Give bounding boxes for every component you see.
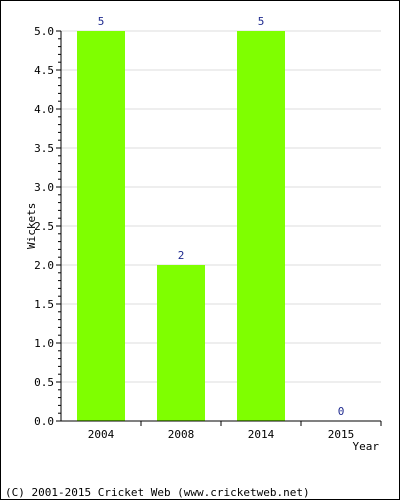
x-tick-label: 2014 xyxy=(248,428,275,441)
copyright-footer: (C) 2001-2015 Cricket Web (www.cricketwe… xyxy=(5,486,310,499)
x-tick-label: 2004 xyxy=(88,428,115,441)
y-tick-label: 5.0 xyxy=(34,25,54,38)
y-tick-label: 3.0 xyxy=(34,181,54,194)
y-tick-label: 4.0 xyxy=(34,103,54,116)
y-tick-label: 4.5 xyxy=(34,64,54,77)
x-axis-title: Year xyxy=(353,440,380,453)
y-tick-label: 0.5 xyxy=(34,376,54,389)
x-ticks: 2004 2008 2014 2015 xyxy=(88,421,382,441)
y-ticks: 0.0 0.5 1.0 1.5 2.0 2.5 3.0 3.5 4.0 4.5 5.0 xyxy=(34,25,61,428)
y-tick-label: 2.5 xyxy=(34,220,54,233)
data-labels: 5 2 5 0 xyxy=(98,15,345,418)
data-label: 0 xyxy=(338,405,345,418)
y-tick-label: 1.5 xyxy=(34,298,54,311)
y-tick-label: 3.5 xyxy=(34,142,54,155)
bar-2014 xyxy=(237,31,285,421)
y-axis-title: Wickets xyxy=(25,203,38,249)
y-tick-label: 1.0 xyxy=(34,337,54,350)
data-label: 5 xyxy=(258,15,265,28)
data-label: 5 xyxy=(98,15,105,28)
x-tick-label: 2008 xyxy=(168,428,195,441)
x-tick-label: 2015 xyxy=(328,428,355,441)
y-tick-label: 2.0 xyxy=(34,259,54,272)
y-tick-label: 0.0 xyxy=(34,415,54,428)
bars xyxy=(77,31,285,421)
bar-2008 xyxy=(157,265,205,421)
bar-2004 xyxy=(77,31,125,421)
data-label: 2 xyxy=(178,249,185,262)
